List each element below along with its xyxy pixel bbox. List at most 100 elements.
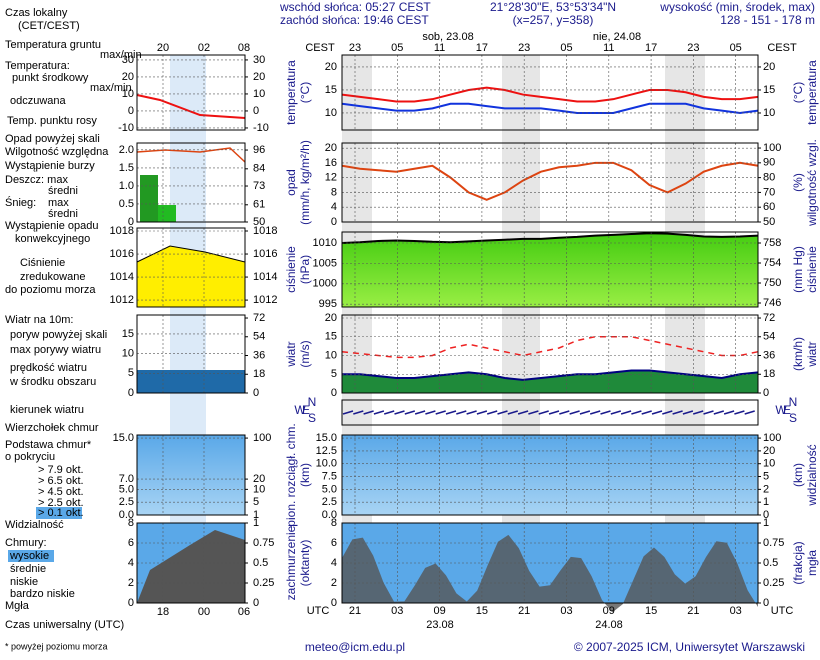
legend-highlight (36, 507, 82, 519)
y-tick-label: 12.5 (316, 445, 337, 457)
mini-y-tick: 1018 (110, 225, 134, 237)
legend-text: zredukowane (20, 271, 85, 283)
y-tick-label: 4 (331, 201, 337, 213)
y2-tick-label: 50 (763, 216, 775, 228)
wind-arrow (528, 410, 539, 415)
mini-bottom-hour: 18 (157, 606, 169, 618)
bottom-hour: 15 (476, 605, 488, 617)
y-tick-label: 10 (325, 107, 337, 119)
wind-arrow (548, 410, 560, 415)
bottom-hour: 03 (560, 605, 572, 617)
wind-arrow (744, 410, 755, 415)
wind-arrow (620, 410, 632, 415)
mini-frame (136, 314, 246, 394)
night-band (665, 55, 705, 603)
left-axis-title: temperatura (284, 60, 298, 125)
bottom-hour: 03 (391, 605, 403, 617)
sunrise: wschód słońca: 05:27 CEST (279, 0, 431, 14)
mini-y2-tick: 50 (253, 216, 265, 228)
mini-top-hour: 02 (198, 42, 210, 54)
email[interactable]: meteo@icm.edu.pl (305, 640, 405, 654)
wind-arrow (682, 410, 694, 415)
legend-text: > 0.1 okt. (38, 507, 84, 519)
top-hour: 05 (391, 42, 403, 54)
right-axis-title: (frakcja) (791, 541, 805, 584)
legend-text: prędkość wiatru (10, 362, 87, 374)
mini-y-tick: 15.0 (113, 432, 134, 444)
wind-arrow (476, 410, 488, 415)
wind-arrow (342, 410, 354, 415)
panel-frame (341, 314, 759, 394)
compass-label: N (308, 395, 317, 409)
wind-arrow (631, 410, 642, 415)
top-hour: 17 (476, 42, 488, 54)
wind-arrow (373, 410, 385, 415)
y-tick-label: 2.5 (322, 496, 337, 508)
y2-tick-label: 100 (763, 432, 781, 444)
panel-frame (341, 142, 759, 223)
wind-arrow (394, 410, 405, 415)
y2-tick-label: 0.25 (763, 577, 784, 589)
footnote: * powyżej poziomu morza (5, 641, 108, 651)
wind-arrow (383, 410, 395, 415)
y-tick-label: 10 (325, 349, 337, 361)
mini-bottom-hour: 00 (198, 606, 210, 618)
mini-frame (136, 142, 246, 223)
mini-y-tick: 0 (128, 216, 134, 228)
mini-y2-tick: 10 (253, 483, 265, 495)
copyright: © 2007-2025 ICM, Uniwersytet Warszawski (574, 640, 805, 654)
series-line (341, 161, 759, 201)
y2-tick-label: 750 (763, 277, 781, 289)
legend-text: Wystąpienie opadu (5, 220, 98, 232)
y2-tick-label: 746 (763, 297, 781, 309)
legend-text: wysokie (9, 550, 49, 562)
mini-y2-tick: 72 (253, 312, 265, 324)
y2-tick-label: 754 (763, 257, 781, 269)
y-tick-label: 10.0 (316, 458, 337, 470)
legend-text: Śnieg: (5, 196, 36, 209)
legend-text: Mgła (5, 600, 30, 612)
right-axis-title: (km/h) (791, 337, 805, 371)
left-axis-title: ciśnienie (284, 246, 298, 293)
legend-text: Deszcz: max (5, 174, 68, 186)
wind-arrow (723, 410, 735, 415)
mini-frame (136, 522, 246, 604)
mini-rain (140, 175, 158, 222)
y2-tick-label: 2 (763, 483, 769, 495)
wind-arrow (353, 410, 364, 415)
wind-arrow (734, 410, 745, 415)
right-axis-title: (%) (791, 173, 805, 192)
y-tick-label: 20 (325, 61, 337, 73)
y2-tick-label: 90 (763, 157, 775, 169)
left-axis-title: (mm/h, kg/m²/h) (298, 140, 312, 225)
mini-frame (136, 54, 246, 131)
wind-arrow (610, 410, 622, 415)
series-line (341, 102, 759, 114)
y2-tick-label: 5 (763, 470, 769, 482)
mini-y2-tick: 1 (253, 517, 259, 529)
bottom-zone: UTC (307, 605, 330, 617)
y-tick-label: 5 (331, 368, 337, 380)
wind-arrow (589, 410, 601, 415)
y2-tick-label: 20 (763, 61, 775, 73)
mini-y-tick: 5.0 (119, 483, 134, 495)
top-hour: 23 (687, 42, 699, 54)
legend-text: Chmury: (5, 537, 47, 549)
mini-pressure (136, 245, 246, 308)
y2-tick-label: 0 (763, 387, 769, 399)
wind-arrow (363, 410, 374, 415)
night-band (502, 55, 540, 603)
left-axis-title: opad (284, 169, 298, 196)
y2-tick-label: 80 (763, 172, 775, 184)
legend-text: konwekcyjnego (15, 233, 90, 245)
legend-text: bardzo niskie (10, 588, 75, 600)
bottom-hour: 15 (645, 605, 657, 617)
mini-y2-tick: 84 (253, 163, 265, 175)
mini-cloud (137, 530, 245, 603)
cloud-base-bg (342, 435, 758, 515)
mini-y-tick: 10 (122, 88, 134, 100)
right-axis-title: wiatr (805, 341, 819, 367)
mini-frame (136, 227, 246, 308)
left-axis-title: pion. rozciągł. chm. (284, 423, 298, 526)
legend-text: Czas lokalny (5, 7, 68, 19)
